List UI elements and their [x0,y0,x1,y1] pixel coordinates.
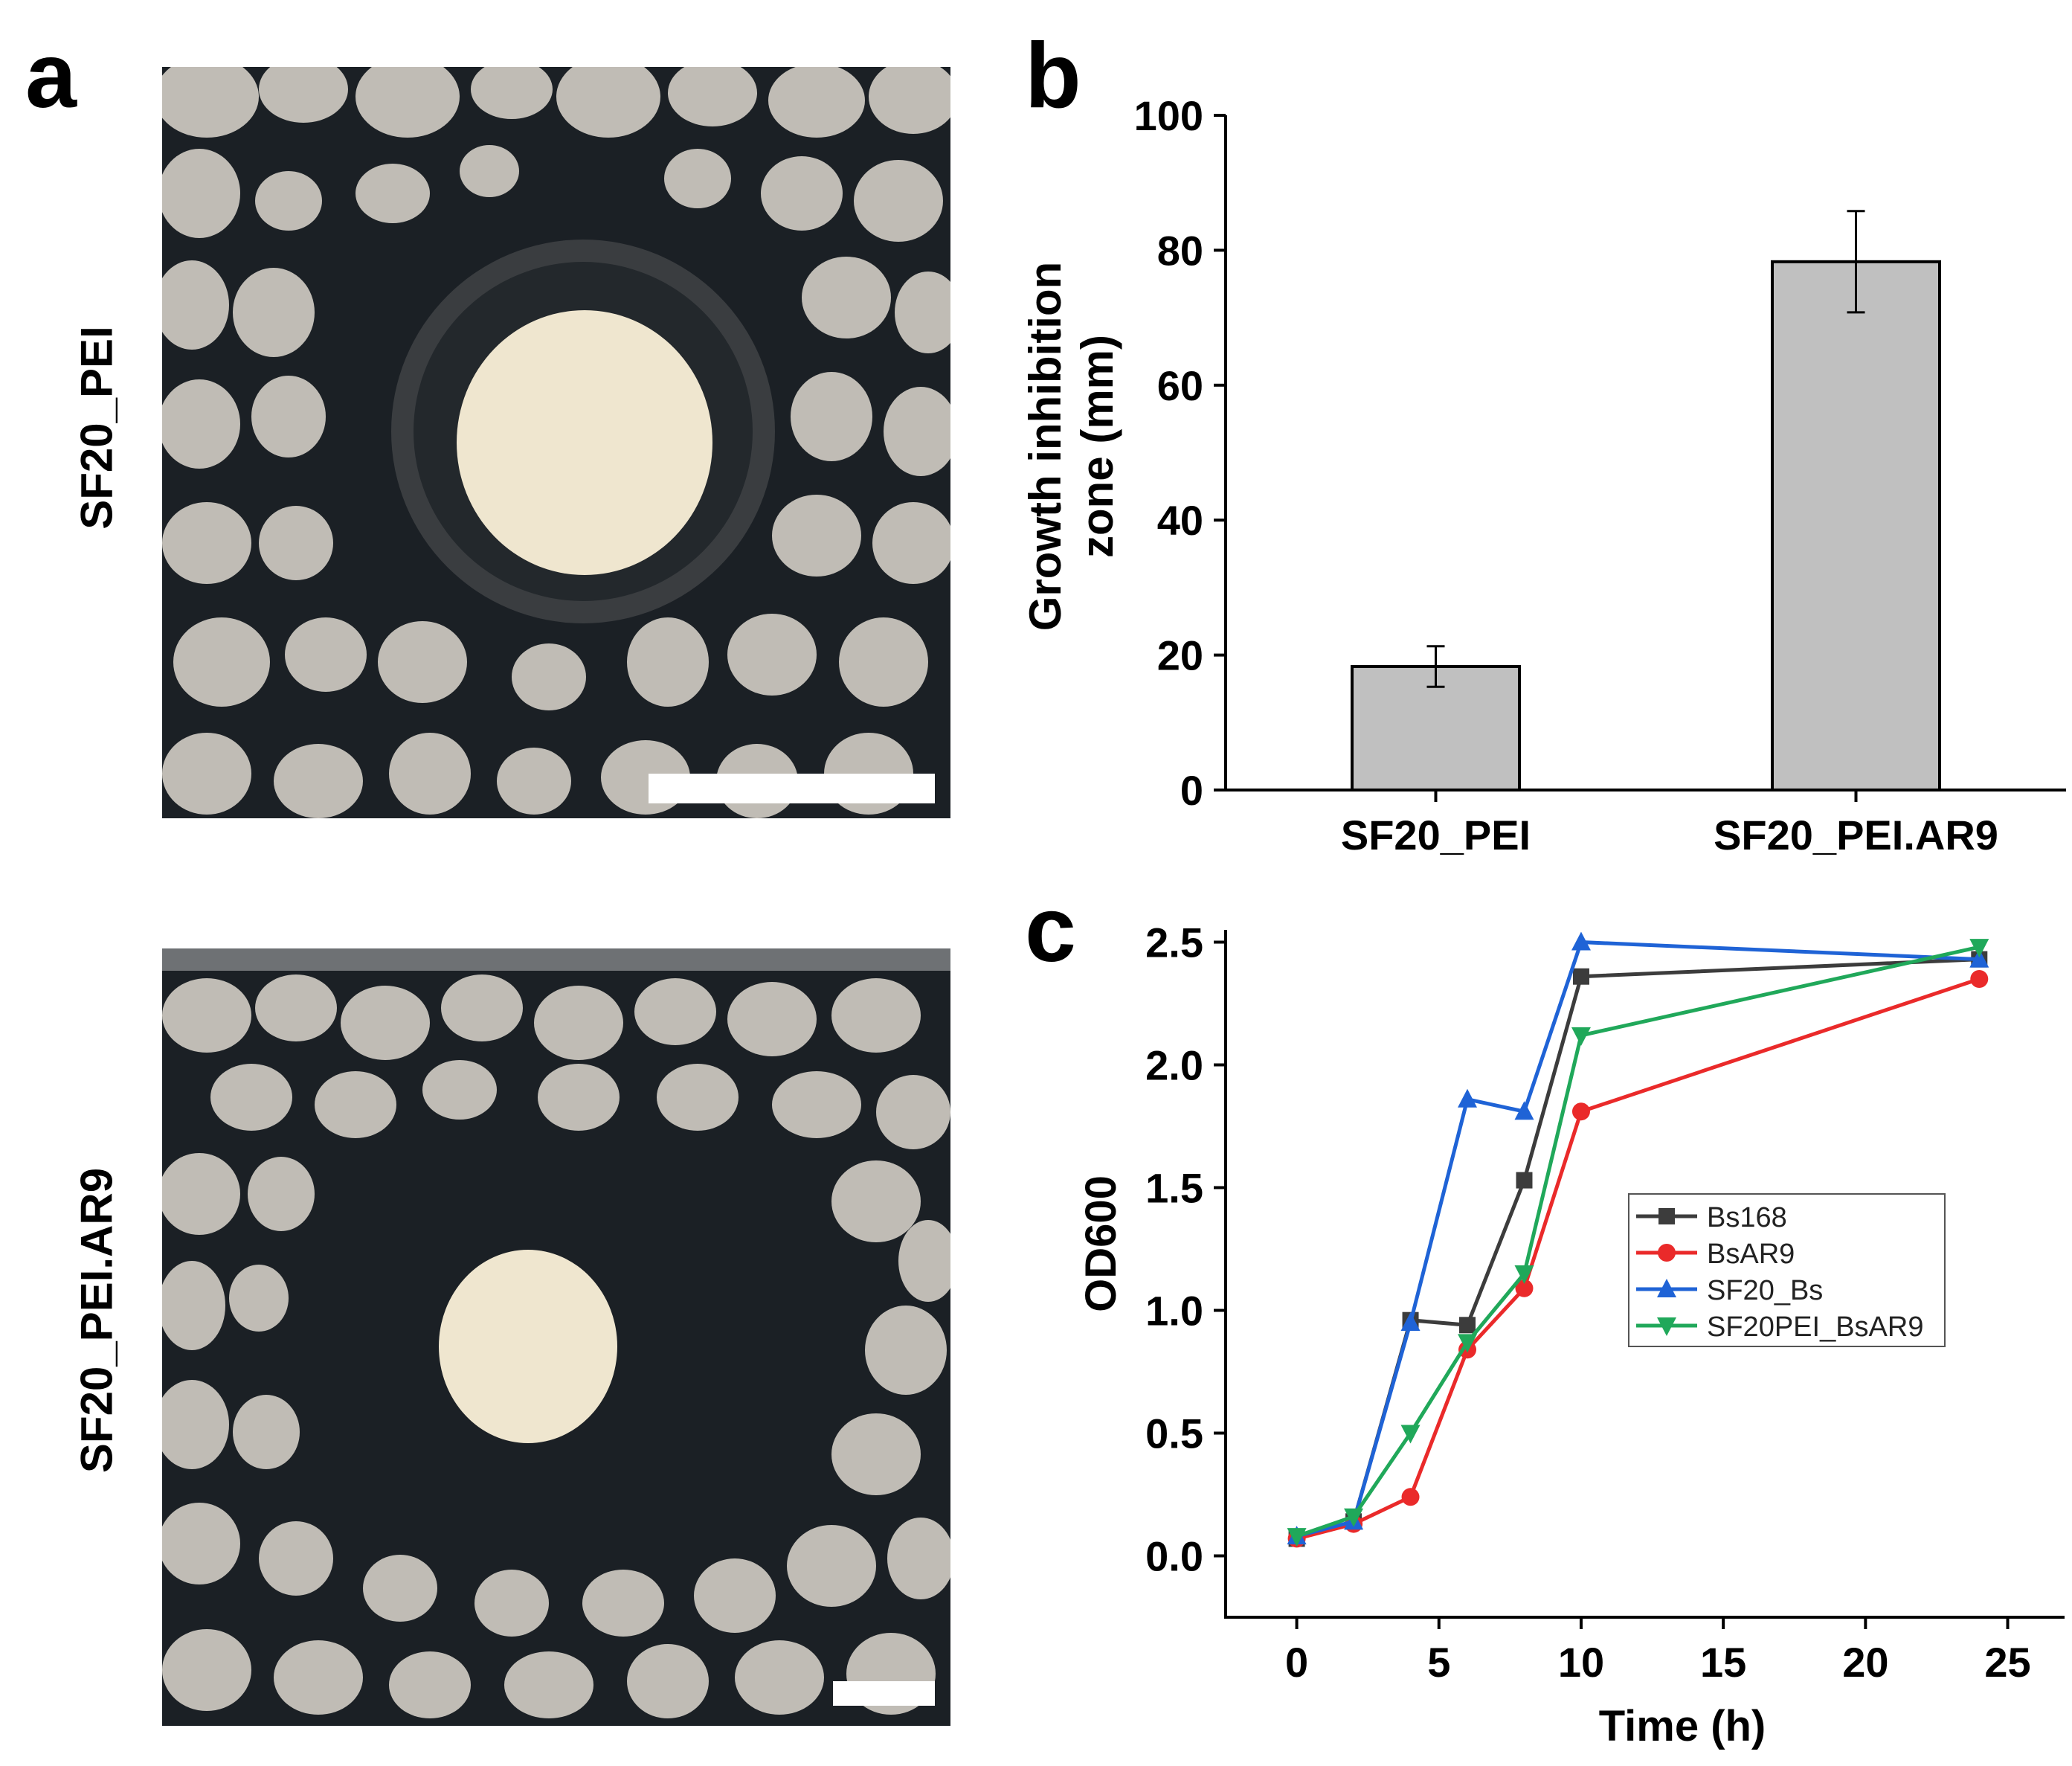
series-point-Bs168 [1288,1530,1305,1547]
bar-y-tick-label: 20 [1157,632,1203,679]
legend-label: Bs168 [1707,1202,1787,1233]
line-y-tick-label: 1.5 [1145,1165,1203,1212]
legend-marker [1658,1244,1676,1262]
agar-plate-illustration-1 [162,67,950,818]
series-point-BsAR9 [1515,1279,1534,1297]
series-point-Bs168 [1971,951,1988,968]
series-point-SF20_Bs [1514,1101,1534,1120]
line-x-tick-label: 0 [1285,1639,1308,1686]
series-point-SF20PEI_BsAR9 [1969,939,1989,958]
legend-marker [1657,1279,1676,1297]
scale-bar-2 [833,1681,935,1706]
series-point-Bs168 [1572,968,1589,985]
line-y-tick-label: 1.0 [1145,1288,1203,1335]
series-point-BsAR9 [1458,1340,1477,1359]
series-point-SF20PEI_BsAR9 [1287,1528,1307,1547]
series-line-SF20_Bs [1296,940,1980,1538]
series-point-SF20_Bs [1344,1511,1364,1530]
panel-label-b: b [1025,25,1081,127]
line-x-tick-label: 20 [1842,1639,1888,1686]
panel-label-a: a [25,25,77,127]
panel-label-c: c [1025,879,1076,981]
series-point-SF20PEI_BsAR9 [1514,1265,1534,1284]
series-point-SF20PEI_BsAR9 [1571,1027,1591,1046]
line-y-tick-label: 0.5 [1145,1410,1203,1457]
line-x-tick-label: 10 [1558,1639,1604,1686]
series-point-BsAR9 [1401,1488,1420,1506]
line-y-tick-label: 0.0 [1145,1533,1203,1580]
agar-plate-illustration-2 [162,948,950,1726]
bar-y-tick-label: 80 [1157,227,1203,274]
line-x-tick-label: 5 [1427,1639,1450,1686]
line-x-tick-label: 25 [1984,1639,2030,1686]
bar-y-tick-label: 40 [1157,497,1203,544]
line-chart-ylabel: OD600 [1077,1175,1125,1312]
series-point-BsAR9 [1345,1515,1363,1533]
series-point-SF20_Bs [1571,931,1591,951]
series-point-Bs168 [1516,1172,1533,1189]
series-line-Bs168 [1296,957,1980,1541]
series-point-BsAR9 [1970,970,1989,988]
bar [1771,260,1941,792]
series-point-BsAR9 [1287,1529,1306,1548]
series-point-Bs168 [1345,1513,1362,1530]
series-point-SF20_Bs [1287,1526,1307,1545]
line-y-tick-label: 2.5 [1145,919,1203,966]
photo-row-label-1: SF20_PEI [71,326,122,530]
series-point-SF20_Bs [1458,1088,1478,1108]
legend-label: SF20_Bs [1707,1275,1823,1306]
series-point-Bs168 [1402,1311,1419,1329]
series-point-SF20_Bs [1969,948,1989,968]
series-point-SF20PEI_BsAR9 [1344,1508,1364,1527]
bar-x-tick-label: SF20_PEI [1341,812,1531,858]
series-point-SF20PEI_BsAR9 [1458,1334,1478,1353]
agar-plate-photo-1 [162,67,950,818]
legend-label: SF20PEI_BsAR9 [1707,1311,1923,1343]
scale-bar-1 [649,774,935,803]
legend-marker [1658,1208,1675,1224]
line-y-tick-label: 2.0 [1145,1042,1203,1089]
line-x-tick-label: 15 [1700,1639,1746,1686]
legend-box [1628,1193,1946,1347]
line-chart-xlabel: Time (h) [1599,1702,1766,1750]
series-point-SF20PEI_BsAR9 [1400,1425,1421,1444]
legend-marker [1657,1317,1676,1336]
bar-chart-ylabel-line-2: zone (mm) [1072,335,1122,558]
bar [1351,665,1521,792]
bar-y-tick-label: 0 [1180,767,1203,814]
bar-y-tick-label: 60 [1157,362,1203,409]
series-line-SF20PEI_BsAR9 [1296,945,1980,1538]
photo-row-label-2: SF20_PEI.AR9 [71,1167,122,1474]
bar-y-tick-label: 100 [1134,92,1203,139]
series-point-SF20_Bs [1400,1312,1421,1331]
legend-label: BsAR9 [1707,1239,1795,1270]
bar-x-tick-label: SF20_PEI.AR9 [1714,812,1998,858]
series-point-Bs168 [1459,1317,1476,1334]
series-line-BsAR9 [1296,977,1981,1541]
series-point-BsAR9 [1571,1102,1590,1121]
agar-plate-photo-2 [162,948,950,1726]
bar-chart-ylabel-line-1: Growth inhibition [1020,262,1070,632]
